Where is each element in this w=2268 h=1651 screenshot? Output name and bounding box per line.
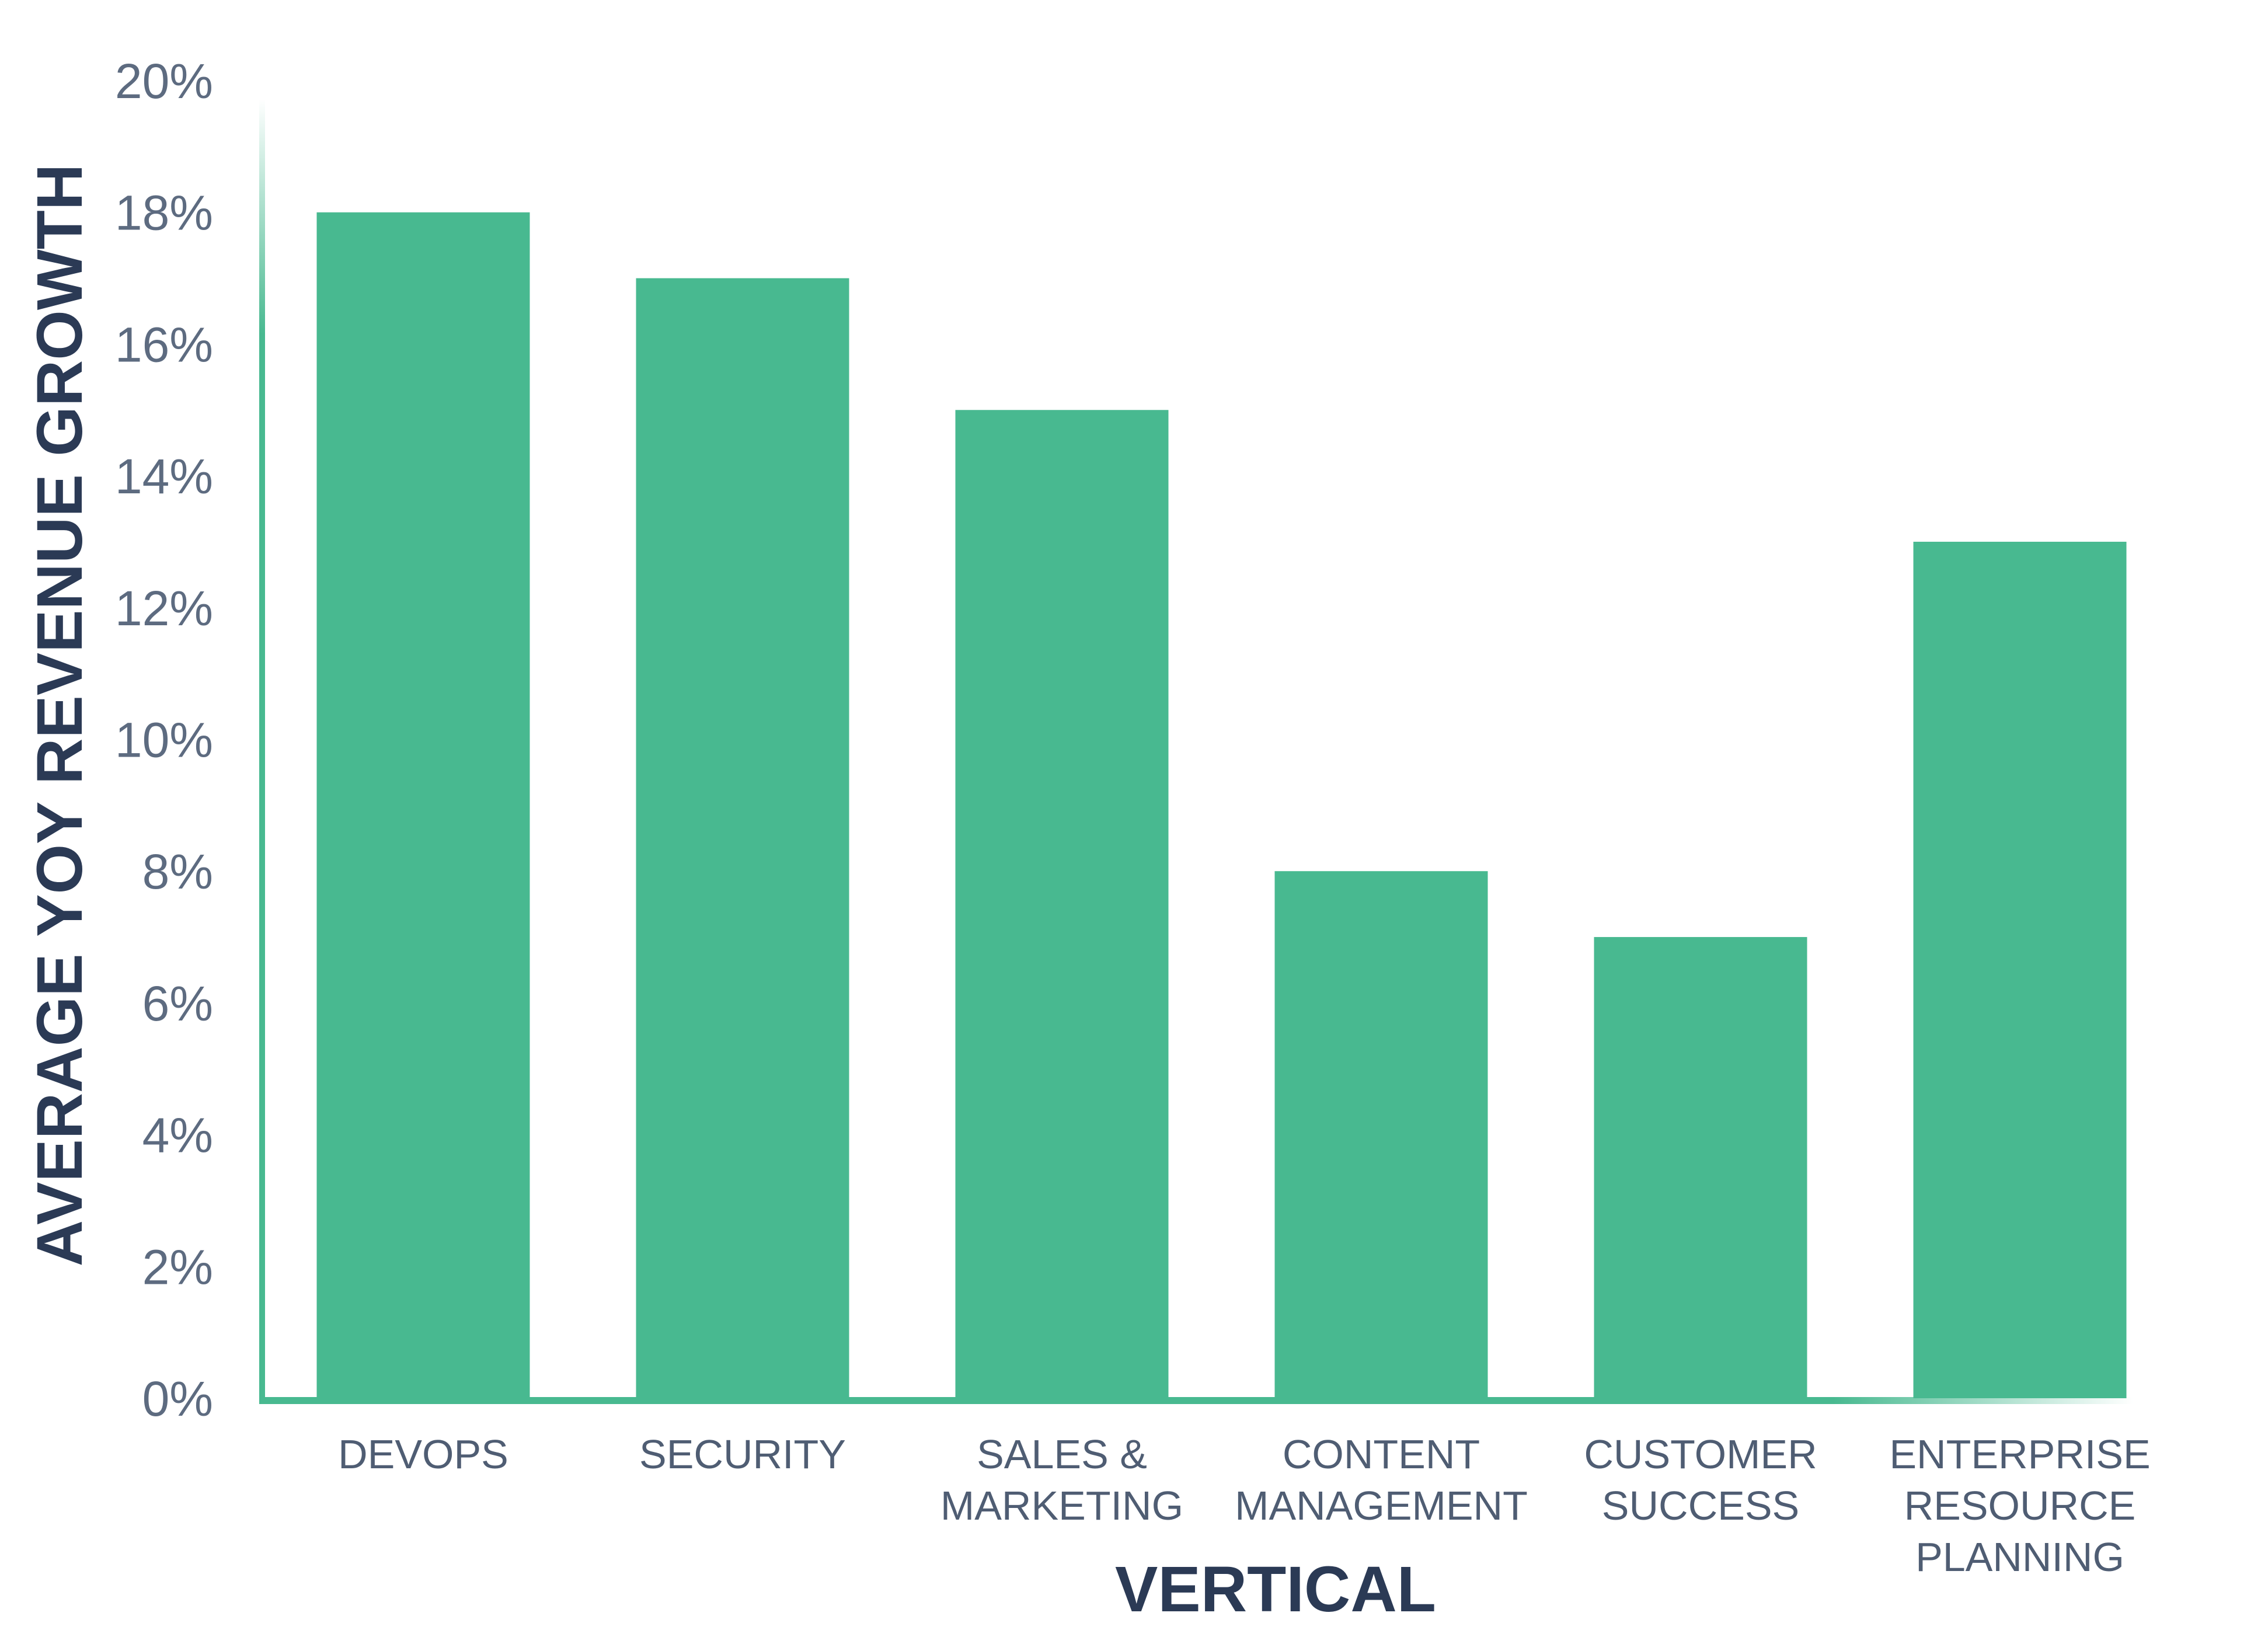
bar: [955, 410, 1169, 1398]
y-tick-label: 6%: [142, 976, 213, 1031]
x-category-label: ENTERPRISE RESOURCE PLANNING: [1889, 1431, 2150, 1580]
y-tick-label: 0%: [142, 1371, 213, 1426]
x-category-label-line: MANAGEMENT: [1235, 1483, 1528, 1528]
y-axis-title: AVERAGE YOY REVENUE GROWTH: [24, 164, 96, 1267]
x-category-label: CUSTOMER SUCCESS: [1584, 1431, 1817, 1528]
bar: [316, 212, 530, 1399]
y-tick-label: 4%: [142, 1108, 213, 1163]
x-axis-title: VERTICAL: [1115, 1554, 1436, 1625]
x-category-label-line: MARKETING: [940, 1483, 1183, 1528]
y-tick-label: 16%: [115, 317, 213, 372]
x-category-label-line: ENTERPRISE: [1889, 1431, 2150, 1477]
bar: [636, 278, 849, 1398]
x-category-label-line: CONTENT: [1283, 1431, 1480, 1477]
x-category-label-line: SALES &: [977, 1431, 1147, 1477]
y-axis-line: [259, 99, 265, 1403]
bar: [1274, 871, 1488, 1398]
x-category-label: DEVOPS: [338, 1431, 508, 1477]
y-tick-label: 10%: [115, 713, 213, 768]
x-category-label: CONTENT MANAGEMENT: [1235, 1431, 1528, 1528]
bar: [1913, 541, 2127, 1399]
y-tick-label: 2%: [142, 1239, 213, 1294]
y-tick-label: 18%: [115, 186, 213, 241]
y-axis-ticks: 0% 2% 4% 6% 8% 10% 12% 14% 16% 18% 20%: [115, 54, 213, 1426]
y-tick-label: 8%: [142, 844, 213, 899]
bars: [316, 212, 2127, 1399]
x-category-label-line: SECURITY: [639, 1431, 846, 1477]
x-category-label-line: CUSTOMER: [1584, 1431, 1817, 1477]
x-category-label: SALES & MARKETING: [940, 1431, 1183, 1528]
x-category-label-line: RESOURCE: [1904, 1483, 2136, 1528]
x-category-label-line: SUCCESS: [1602, 1483, 1799, 1528]
y-tick-label: 12%: [115, 581, 213, 636]
x-category-label: SECURITY: [639, 1431, 846, 1477]
y-tick-label: 20%: [115, 54, 213, 109]
x-category-label-line: DEVOPS: [338, 1431, 508, 1477]
x-axis-category-labels: DEVOPS SECURITY SALES & MARKETING CONTENT MAN…: [338, 1431, 2151, 1580]
x-axis-line: [259, 1397, 2133, 1404]
bar: [1594, 937, 1807, 1398]
y-tick-label: 14%: [115, 449, 213, 504]
x-category-label-line: PLANNING: [1915, 1534, 2124, 1580]
